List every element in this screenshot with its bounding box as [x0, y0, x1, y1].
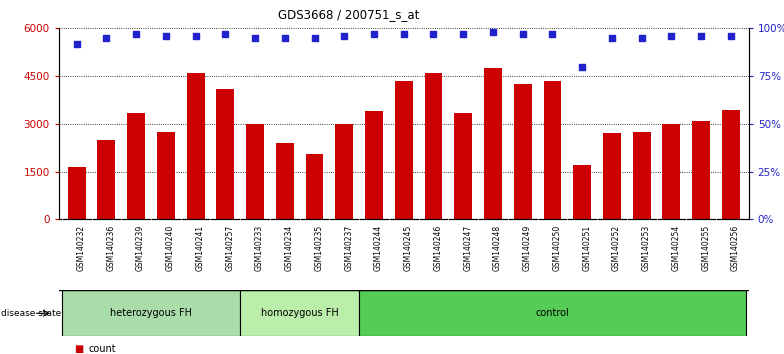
Bar — [484, 68, 502, 219]
Bar — [216, 89, 234, 219]
Point — [71, 41, 83, 46]
Point — [635, 35, 648, 41]
Bar — [633, 132, 651, 219]
Text: GSM140245: GSM140245 — [404, 225, 412, 272]
Point — [695, 33, 707, 39]
Text: GSM140251: GSM140251 — [583, 225, 591, 271]
Bar — [365, 111, 383, 219]
Text: control: control — [535, 308, 569, 318]
Point — [546, 31, 559, 37]
Text: GSM140235: GSM140235 — [314, 225, 324, 272]
Text: GSM140253: GSM140253 — [641, 225, 651, 272]
Point — [427, 31, 440, 37]
Text: homozygous FH: homozygous FH — [261, 308, 339, 318]
Point — [219, 31, 231, 37]
Bar — [722, 110, 740, 219]
Text: GSM140254: GSM140254 — [671, 225, 681, 272]
Text: GSM140244: GSM140244 — [374, 225, 383, 272]
Point — [576, 64, 589, 69]
Point — [517, 31, 529, 37]
Text: GSM140255: GSM140255 — [701, 225, 710, 272]
Bar — [359, 290, 746, 336]
Text: GSM140252: GSM140252 — [612, 225, 621, 271]
Text: GSM140249: GSM140249 — [523, 225, 532, 272]
Point — [606, 35, 619, 41]
Point — [724, 33, 737, 39]
Bar — [306, 154, 324, 219]
Point — [189, 33, 201, 39]
Bar — [240, 290, 359, 336]
Point — [249, 35, 261, 41]
Text: GSM140232: GSM140232 — [77, 225, 85, 271]
Bar — [97, 140, 115, 219]
Text: GSM140237: GSM140237 — [344, 225, 354, 272]
Point — [397, 31, 410, 37]
Point — [130, 31, 143, 37]
Text: GSM140234: GSM140234 — [285, 225, 294, 272]
Bar — [573, 165, 591, 219]
Text: GSM140241: GSM140241 — [195, 225, 205, 271]
Text: GSM140236: GSM140236 — [107, 225, 115, 272]
Bar — [336, 124, 354, 219]
Text: GSM140233: GSM140233 — [255, 225, 264, 272]
Bar — [67, 167, 85, 219]
Text: GDS3668 / 200751_s_at: GDS3668 / 200751_s_at — [278, 8, 419, 21]
Bar — [395, 81, 412, 219]
Point — [278, 35, 291, 41]
Point — [665, 33, 677, 39]
Point — [338, 33, 350, 39]
Text: GSM140246: GSM140246 — [434, 225, 442, 272]
Text: disease state: disease state — [1, 309, 61, 318]
Bar — [454, 113, 472, 219]
Bar — [276, 143, 294, 219]
Text: GSM140247: GSM140247 — [463, 225, 472, 272]
Text: ■: ■ — [74, 344, 84, 354]
Text: heterozygous FH: heterozygous FH — [110, 308, 192, 318]
Text: GSM140250: GSM140250 — [553, 225, 561, 272]
Bar — [662, 124, 681, 219]
Text: GSM140256: GSM140256 — [731, 225, 740, 272]
Text: count: count — [89, 344, 116, 354]
Bar — [187, 73, 205, 219]
Bar — [543, 81, 561, 219]
Bar — [603, 133, 621, 219]
Text: GSM140239: GSM140239 — [136, 225, 145, 272]
Bar — [692, 121, 710, 219]
Bar — [246, 124, 264, 219]
Bar — [62, 290, 240, 336]
Point — [100, 35, 113, 41]
Bar — [127, 113, 145, 219]
Bar — [514, 84, 532, 219]
Text: GSM140257: GSM140257 — [225, 225, 234, 272]
Point — [160, 33, 172, 39]
Bar — [425, 73, 442, 219]
Point — [368, 31, 380, 37]
Point — [457, 31, 470, 37]
Point — [487, 29, 499, 35]
Text: GSM140248: GSM140248 — [493, 225, 502, 271]
Point — [308, 35, 321, 41]
Bar — [157, 132, 175, 219]
Text: GSM140240: GSM140240 — [166, 225, 175, 272]
